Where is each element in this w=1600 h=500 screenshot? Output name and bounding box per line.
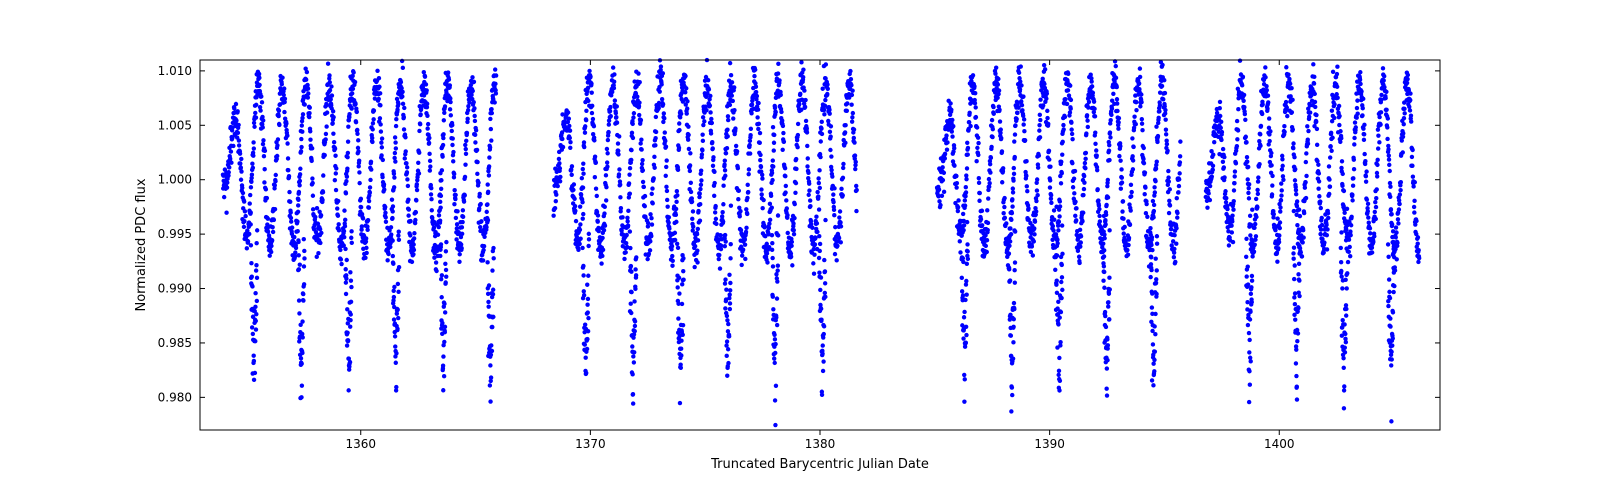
chart-container: 1360 1370 1380 1390 1400 0.980 0.985 0.990 0.995… [0,0,1600,500]
x-tick-label: 1370 [575,437,606,451]
y-tick-label: 1.010 [158,64,192,78]
y-tick-label: 1.000 [158,173,192,187]
x-tick-label: 1380 [805,437,836,451]
y-tick-label: 0.985 [158,336,192,350]
y-tick-label: 1.005 [158,118,192,132]
scatter-plot: 1360 1370 1380 1390 1400 0.980 0.985 0.990 0.995… [0,0,1600,500]
y-tick-label: 0.995 [158,227,192,241]
x-tick-label: 1400 [1264,437,1295,451]
y-axis-label: Normalized PDC flux [134,178,149,311]
x-tick-label: 1360 [345,437,376,451]
y-tick-label: 0.990 [158,282,192,296]
y-tick-label: 0.980 [158,390,192,404]
x-tick-label: 1390 [1034,437,1065,451]
x-axis-label: Truncated Barycentric Julian Date [710,457,929,472]
